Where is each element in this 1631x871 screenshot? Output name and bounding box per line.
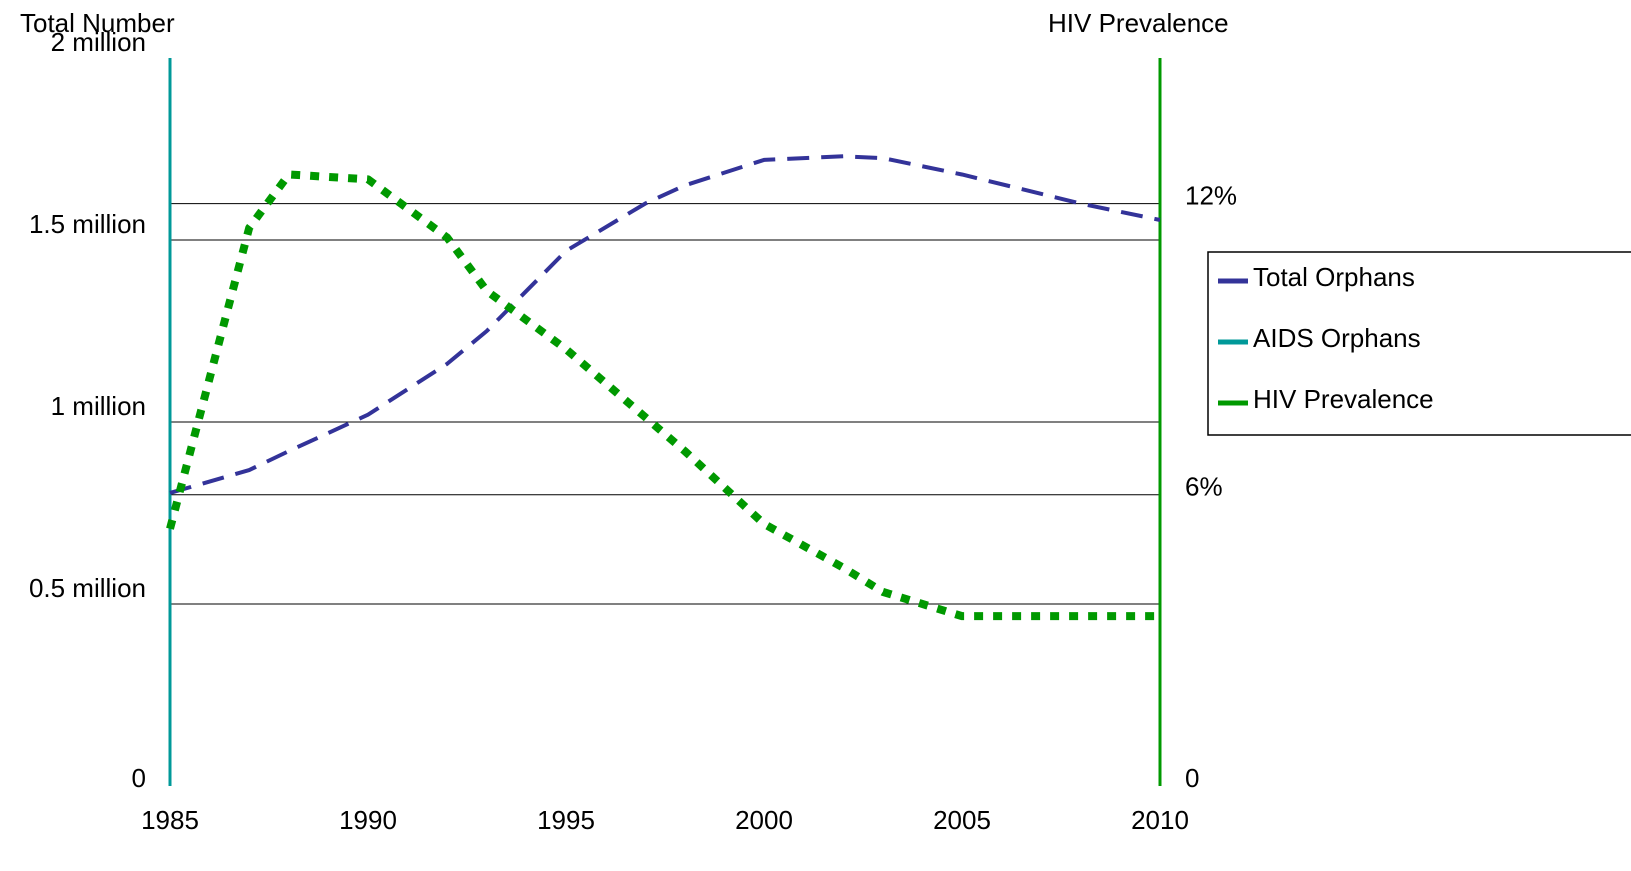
y2-tick-label: 6% [1185, 472, 1223, 502]
legend-box [1207, 251, 1631, 436]
x-tick-label: 1990 [339, 805, 397, 835]
legend-label: HIV Prevalence [1253, 384, 1434, 414]
series-line [166, 170, 1160, 621]
y-tick-label: 0 [132, 763, 146, 793]
y-axis-label: Total Number [20, 8, 175, 38]
y2-axis-label: HIV Prevalence [1048, 8, 1229, 38]
y-tick-label: 1.5 million [29, 209, 146, 239]
legend-label: AIDS Orphans [1253, 323, 1421, 353]
x-tick-label: 1985 [141, 805, 199, 835]
y-tick-label: 1 million [51, 391, 146, 421]
x-tick-label: 1995 [537, 805, 595, 835]
series-line [169, 154, 1161, 495]
y2-tick-label: 12% [1185, 180, 1237, 210]
x-tick-label: 2005 [933, 805, 991, 835]
y-tick-label: 2 million [51, 27, 146, 57]
x-tick-label: 2000 [735, 805, 793, 835]
y2-tick-label: 0 [1185, 763, 1199, 793]
x-tick-label: 2010 [1131, 805, 1189, 835]
legend-label: Total Orphans [1253, 262, 1415, 292]
y-tick-label: 0.5 million [29, 573, 146, 603]
